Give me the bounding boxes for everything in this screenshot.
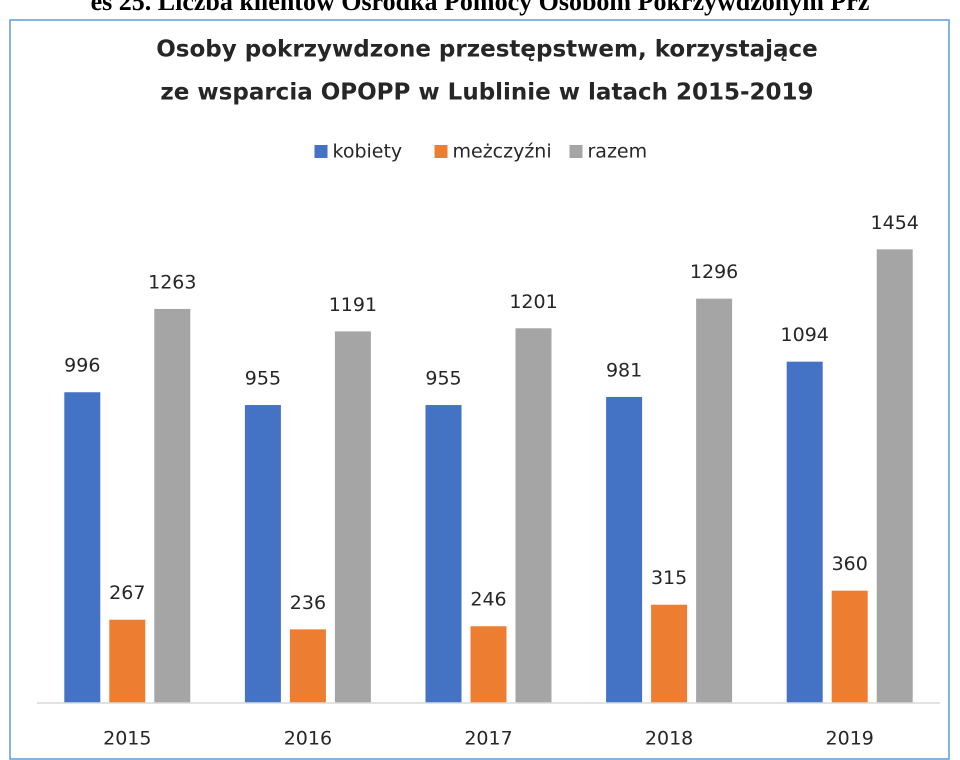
bar — [606, 396, 643, 703]
data-label: 267 — [109, 582, 145, 604]
chart-title: ze wsparcia OPOPP w Lublinie w latach 20… — [160, 80, 813, 106]
data-label: 981 — [606, 359, 642, 381]
bar — [425, 405, 462, 703]
bar — [786, 361, 823, 703]
bar — [651, 604, 688, 703]
data-label: 315 — [651, 567, 687, 589]
chart-title: Osoby pokrzywdzone przestępstwem, korzys… — [156, 37, 818, 63]
bar — [831, 590, 868, 703]
x-tick-label: 2015 — [103, 728, 151, 750]
bar — [64, 392, 101, 703]
data-label: 1296 — [690, 261, 738, 283]
bar — [696, 298, 733, 703]
bar — [515, 328, 552, 703]
x-tick-label: 2017 — [464, 728, 512, 750]
x-tick-label: 2019 — [826, 728, 874, 750]
legend-label: kobiety — [333, 141, 403, 163]
bar — [289, 629, 326, 703]
bar — [154, 308, 191, 703]
bar — [470, 626, 507, 703]
data-label: 996 — [64, 355, 100, 377]
bar — [876, 249, 913, 704]
bar — [109, 619, 146, 703]
legend-swatch — [569, 145, 583, 158]
data-label: 360 — [832, 553, 868, 575]
data-label: 236 — [290, 592, 326, 614]
chart-frame — [9, 19, 950, 760]
data-label: 955 — [425, 368, 461, 390]
bar — [334, 331, 371, 703]
data-label: 1191 — [329, 294, 377, 316]
legend-swatch — [314, 145, 328, 158]
data-label: 246 — [470, 589, 506, 611]
bar — [244, 405, 281, 703]
data-label: 1201 — [509, 291, 557, 313]
legend-swatch — [434, 145, 448, 158]
data-label: 1454 — [871, 212, 919, 234]
data-label: 1263 — [148, 271, 196, 293]
data-label: 955 — [245, 368, 281, 390]
legend-label: razem — [588, 141, 648, 163]
data-label: 1094 — [781, 324, 829, 346]
x-tick-label: 2016 — [284, 728, 332, 750]
caption: es 25. Liczba klientów Ośrodka Pomocy Os… — [91, 0, 870, 16]
x-tick-label: 2018 — [645, 728, 693, 750]
legend-label: meżczyźni — [453, 141, 552, 163]
